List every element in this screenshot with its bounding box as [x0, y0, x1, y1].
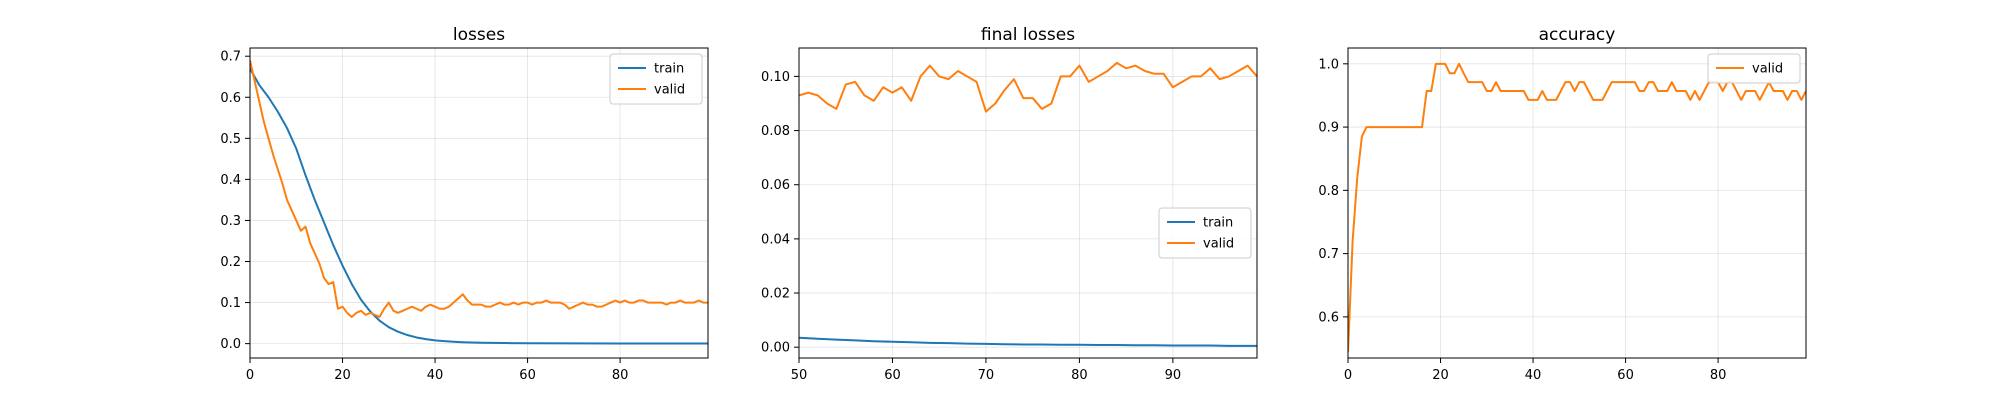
- accuracy-y-tick-label-4: 1.0: [1318, 57, 1339, 72]
- losses-y-tick-label-2: 0.2: [220, 255, 241, 270]
- final-losses-x-tick-label-0: 50: [791, 368, 808, 383]
- final-losses-x-tick-label-2: 70: [978, 368, 995, 383]
- final-losses-x-tick-label-4: 90: [1165, 368, 1182, 383]
- losses-legend-box: [609, 53, 703, 105]
- accuracy-legend-box: [1707, 53, 1801, 84]
- accuracy-title: accuracy: [1539, 25, 1616, 45]
- accuracy-x-tick-label-3: 60: [1617, 368, 1634, 383]
- accuracy-axes-frame: [1347, 47, 1807, 359]
- final-losses-legend-box: [1158, 207, 1252, 259]
- losses-title: losses: [453, 25, 505, 45]
- final-losses-train-line: [799, 336, 1257, 347]
- final-losses-y-tick-label-3: 0.06: [761, 178, 790, 193]
- final-losses-axes-frame: [798, 47, 1258, 359]
- final-losses-legend: train valid: [1158, 207, 1252, 259]
- final-losses-y-tick-label-5: 0.10: [761, 70, 790, 85]
- final-losses-x-tick-label-1: 60: [884, 368, 901, 383]
- accuracy-legend-label-valid: valid: [1752, 62, 1783, 77]
- final-losses-legend-label-train: train: [1203, 216, 1233, 231]
- accuracy-legend: valid: [1707, 53, 1801, 84]
- losses-y-tick-label-7: 0.7: [220, 50, 241, 65]
- final-losses-title: final losses: [981, 25, 1075, 45]
- accuracy-x-tick-label-4: 80: [1710, 368, 1727, 383]
- accuracy-x-tick-label-0: 0: [1344, 368, 1352, 383]
- losses-legend-label-valid: valid: [654, 83, 685, 98]
- losses-legend-label-train: train: [654, 62, 684, 77]
- losses-legend: train valid: [609, 53, 703, 105]
- losses-x-tick-label-3: 60: [519, 368, 536, 383]
- losses-y-tick-label-1: 0.1: [220, 296, 241, 311]
- accuracy-y-tick-label-0: 0.6: [1318, 310, 1339, 325]
- losses-x-tick-label-1: 20: [334, 368, 351, 383]
- final-losses-valid-line: [799, 61, 1257, 113]
- losses-axes-frame: [249, 47, 709, 359]
- losses-x-tick-label-2: 40: [427, 368, 444, 383]
- losses-x-tick-label-0: 0: [246, 368, 254, 383]
- accuracy-y-tick-label-2: 0.8: [1318, 184, 1339, 199]
- accuracy-panel: accuracy 0 20 40 60 80 0.6 0.7 0.8 0.9 1.0 valid: [1318, 25, 1807, 383]
- losses-valid-line: [250, 60, 708, 318]
- final-losses-y-tick-label-4: 0.08: [761, 124, 790, 139]
- accuracy-y-tick-label-3: 0.9: [1318, 121, 1339, 136]
- accuracy-y-tick-label-1: 0.7: [1318, 247, 1339, 262]
- losses-train-line: [250, 68, 708, 345]
- losses-y-tick-label-4: 0.4: [220, 173, 241, 188]
- losses-y-tick-label-6: 0.6: [220, 91, 241, 106]
- losses-y-tick-label-5: 0.5: [220, 132, 241, 147]
- accuracy-x-tick-label-1: 20: [1432, 368, 1449, 383]
- losses-y-tick-label-3: 0.3: [220, 214, 241, 229]
- losses-panel: losses 0 20 40 60 80 0.0 0.1 0.2 0.3 0.4 0.5 0.6 0.7…: [220, 25, 709, 383]
- final-losses-y-tick-label-1: 0.02: [761, 287, 790, 302]
- final-losses-x-tick-label-3: 80: [1071, 368, 1088, 383]
- final-losses-legend-label-valid: valid: [1203, 237, 1234, 252]
- losses-y-tick-label-0: 0.0: [220, 337, 241, 352]
- final-losses-y-tick-label-0: 0.00: [761, 341, 790, 356]
- accuracy-x-tick-label-2: 40: [1525, 368, 1542, 383]
- final-losses-panel: final losses 50 60 70 80 90 0.00 0.02 0.04 0.06 0…: [761, 25, 1258, 383]
- final-losses-y-tick-label-2: 0.04: [761, 232, 790, 247]
- losses-x-tick-label-4: 80: [612, 368, 629, 383]
